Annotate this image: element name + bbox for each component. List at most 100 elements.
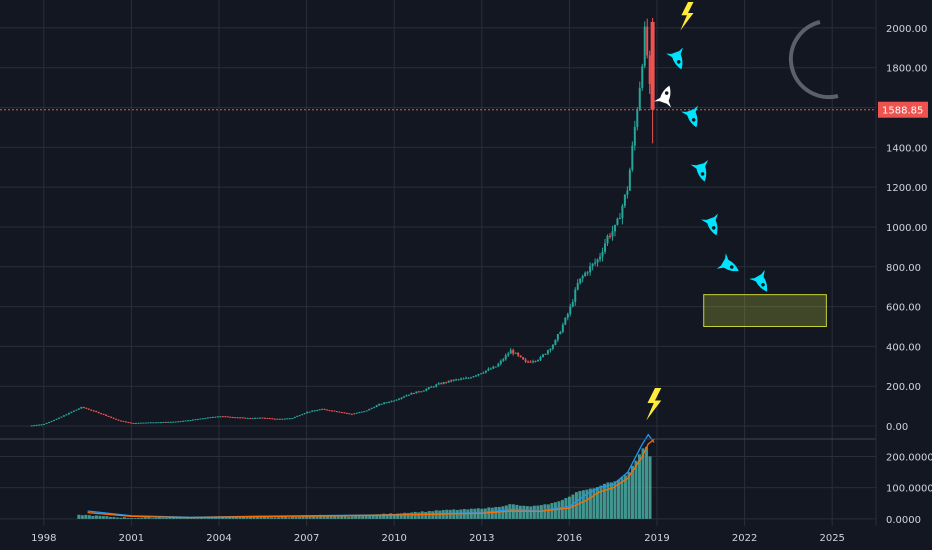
- candle-body: [571, 301, 574, 307]
- volume-bar: [326, 515, 330, 519]
- candle-body: [43, 423, 46, 425]
- x-tick-label: 2010: [381, 533, 406, 544]
- x-tick-label: 2019: [644, 533, 669, 544]
- candle-body: [77, 408, 80, 410]
- y-tick-label: 600.00: [886, 303, 921, 314]
- candle-body: [219, 416, 222, 418]
- candle-body: [298, 415, 301, 417]
- candle-body: [537, 359, 540, 361]
- candle-body: [544, 353, 547, 355]
- candle-body: [432, 386, 435, 388]
- candle-body: [288, 418, 291, 420]
- volume-bar: [140, 517, 144, 519]
- volume-bar: [178, 517, 182, 519]
- y-tick-label: 2000.00: [886, 24, 927, 35]
- candle-body: [551, 344, 554, 349]
- volume-bar: [235, 516, 239, 519]
- candle-body: [53, 419, 56, 421]
- candle-body: [469, 377, 472, 379]
- rocket-window: [691, 118, 696, 122]
- candle-body: [412, 393, 415, 395]
- candle-body: [514, 352, 517, 354]
- candle-body: [261, 417, 264, 419]
- candle-body: [100, 413, 103, 415]
- candle-body: [263, 417, 266, 419]
- rocket-body: [686, 109, 698, 128]
- candle-body: [353, 413, 356, 415]
- volume-bar: [368, 515, 372, 519]
- candle-body: [196, 418, 199, 420]
- volume-bar: [301, 516, 305, 519]
- rocket-body: [659, 85, 671, 104]
- ma-slow-line: [87, 438, 655, 519]
- volume-bar: [424, 511, 428, 519]
- volume-bar: [371, 514, 375, 519]
- candle-body: [633, 126, 636, 146]
- candle-body: [623, 194, 626, 206]
- volume-bar: [347, 516, 351, 519]
- last-price-badge: [878, 101, 928, 118]
- volume-bar: [84, 514, 88, 519]
- candle-body: [479, 373, 482, 375]
- candle-body: [410, 393, 413, 395]
- volume-bar: [522, 505, 526, 519]
- volume-bar: [287, 517, 291, 519]
- candle-body: [596, 259, 599, 263]
- volume-bar: [157, 517, 161, 519]
- candle-body: [579, 278, 582, 284]
- candle-body: [358, 412, 361, 414]
- candle-body: [105, 414, 108, 416]
- volume-bar: [557, 501, 561, 519]
- candle-body: [187, 420, 190, 422]
- candle-body: [147, 422, 150, 424]
- volume-bar: [364, 515, 368, 519]
- candle-body: [440, 383, 443, 385]
- volume-bar: [312, 515, 316, 519]
- candle-body: [554, 339, 557, 345]
- candle-body: [388, 401, 391, 403]
- candle-body: [67, 412, 70, 415]
- volume-bar: [403, 512, 407, 519]
- candle-body: [117, 419, 120, 421]
- volume-bar: [298, 516, 302, 519]
- candle-body: [112, 417, 115, 419]
- candle-body: [129, 422, 132, 424]
- candle-body: [368, 408, 371, 411]
- y-tick-label: 400.00: [886, 342, 921, 353]
- volume-bar: [249, 516, 253, 519]
- candle-body: [55, 418, 58, 420]
- candle-body: [122, 420, 125, 422]
- volume-bar: [252, 516, 256, 519]
- rocket-window: [711, 226, 716, 230]
- ind-y-tick-label: 100.0000: [886, 484, 932, 495]
- candle-body: [581, 276, 584, 279]
- volume-bar: [392, 513, 396, 519]
- candle-body: [159, 422, 162, 424]
- target-zone-box[interactable]: [703, 294, 827, 328]
- candle-body: [174, 421, 177, 423]
- candle-body: [204, 418, 207, 420]
- candle-body: [35, 424, 38, 426]
- candle-body: [484, 370, 487, 373]
- candle-body: [45, 422, 48, 424]
- volume-bar: [322, 514, 326, 519]
- volume-bar: [350, 516, 354, 519]
- candle-body: [134, 422, 137, 424]
- volume-bar: [80, 515, 84, 519]
- candle-body: [402, 396, 405, 398]
- candle-body: [556, 334, 559, 340]
- volume-bar: [634, 460, 638, 519]
- candle-body: [224, 416, 227, 418]
- y-tick-label: 1000.00: [886, 223, 927, 234]
- candle-body: [169, 421, 172, 423]
- candle-body: [616, 218, 619, 225]
- candle-body: [393, 400, 396, 402]
- candle-body: [445, 382, 448, 384]
- candle-body: [532, 361, 535, 363]
- candle-body: [60, 416, 63, 418]
- candle-body: [318, 409, 321, 411]
- candle-body: [534, 360, 537, 362]
- candle-body: [447, 380, 450, 383]
